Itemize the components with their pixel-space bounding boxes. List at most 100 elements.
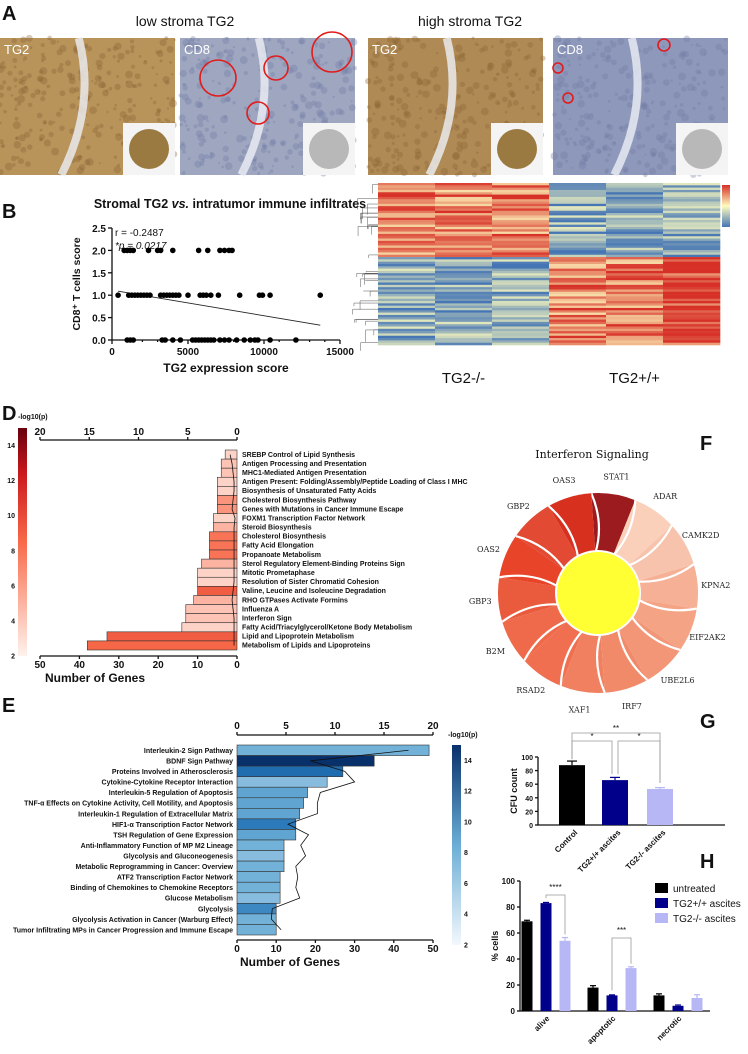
- cell-nucleus: [491, 94, 496, 99]
- cell-nucleus: [0, 84, 4, 91]
- cell-nucleus: [459, 81, 466, 87]
- bar: [672, 1005, 684, 1011]
- cell-nucleus: [540, 55, 546, 61]
- cell-nucleus: [587, 137, 592, 141]
- cell-nucleus: [16, 101, 22, 106]
- cell-nucleus: [427, 109, 432, 114]
- heatmap-cell: [435, 226, 493, 230]
- cell-nucleus: [164, 80, 170, 85]
- gene-label: XAF1: [569, 706, 591, 715]
- heatmap-cell: [378, 331, 436, 334]
- cell-nucleus: [506, 76, 509, 79]
- cell-nucleus: [317, 83, 324, 90]
- cell-nucleus: [421, 131, 428, 139]
- heatmap-cell: [663, 294, 721, 297]
- pathway-label: Cholesterol Biosynthesis Pathway: [242, 497, 356, 504]
- cell-nucleus: [419, 116, 423, 120]
- cell-nucleus: [584, 152, 591, 159]
- cell-nucleus: [68, 77, 76, 85]
- cell-nucleus: [198, 97, 202, 100]
- heatmap-cell: [435, 296, 493, 300]
- pathway-label: ATF2 Transcription Factor Network: [117, 875, 233, 882]
- cell-nucleus: [197, 58, 201, 62]
- cell-nucleus: [266, 120, 270, 125]
- cell-nucleus: [287, 149, 293, 155]
- cell-nucleus: [369, 58, 374, 64]
- heatmap-cell: [606, 268, 664, 272]
- cell-nucleus: [315, 45, 318, 48]
- heatmap-cell: [663, 282, 721, 286]
- heatmap-cell: [435, 324, 493, 327]
- heatmap-cell: [549, 310, 607, 313]
- cell-nucleus: [581, 154, 587, 160]
- heatmap-cell: [378, 247, 436, 251]
- heatmap-cell: [435, 282, 493, 286]
- cell-nucleus: [40, 96, 46, 102]
- cell-nucleus: [708, 69, 716, 77]
- cell-nucleus: [89, 106, 98, 115]
- data-point: [229, 247, 235, 254]
- heatmap-cell: [378, 277, 436, 281]
- x-axis-label: Number of Genes: [45, 671, 145, 685]
- heatmap-cell: [435, 238, 493, 242]
- pathway-bar: [213, 522, 238, 533]
- cell-nucleus: [311, 100, 317, 106]
- cell-nucleus: [695, 69, 701, 75]
- cell-nucleus: [99, 123, 104, 129]
- cell-nucleus: [197, 121, 204, 128]
- cell-nucleus: [578, 63, 582, 66]
- heatmap-cell: [435, 229, 493, 232]
- pathway-label: Glucose Metabolism: [165, 896, 233, 903]
- heatmap-cell: [549, 289, 607, 293]
- heatmap-cell: [663, 231, 721, 235]
- pathway-bar: [236, 744, 430, 756]
- data-point: [217, 247, 223, 254]
- pathway-label: Glycolysis: [198, 906, 233, 913]
- cell-nucleus: [471, 36, 475, 40]
- cell-nucleus: [536, 112, 541, 116]
- cell-nucleus: [663, 79, 670, 86]
- cell-nucleus: [295, 71, 303, 79]
- cell-nucleus: [57, 66, 64, 73]
- heatmap-cell: [663, 328, 721, 332]
- data-point: [130, 247, 137, 254]
- cell-nucleus: [703, 53, 706, 56]
- cell-nucleus: [589, 139, 595, 146]
- cell-nucleus: [164, 118, 168, 122]
- heatmap-cell: [492, 317, 550, 320]
- heatmap-cell: [663, 213, 721, 216]
- colorbar-tick: 8: [464, 850, 468, 857]
- cell-nucleus: [18, 70, 24, 76]
- heatmap-cell: [606, 303, 664, 306]
- cell-nucleus: [577, 99, 585, 108]
- cell-nucleus: [479, 47, 484, 53]
- data-point: [145, 247, 152, 254]
- cell-nucleus: [373, 80, 378, 85]
- cell-nucleus: [570, 166, 573, 169]
- cell-nucleus: [663, 113, 670, 121]
- heatmap-cell: [378, 338, 436, 341]
- gene-label: UBE2L6: [661, 676, 695, 685]
- cell-nucleus: [388, 95, 395, 101]
- cell-nucleus: [607, 100, 611, 103]
- pathway-label: Mitotic Prometaphase: [242, 570, 315, 577]
- cell-nucleus: [403, 110, 410, 117]
- heatmap-cell: [435, 220, 493, 223]
- cell-nucleus: [173, 38, 176, 42]
- cell-nucleus: [206, 119, 209, 122]
- cell-nucleus: [607, 153, 612, 157]
- cell-nucleus: [307, 58, 314, 65]
- pathway-label: Resolution of Sister Chromatid Cohesion: [242, 579, 379, 586]
- heatmap-cell: [492, 261, 550, 265]
- x-tick-label: 0: [234, 944, 240, 955]
- cell-nucleus: [238, 155, 245, 162]
- top-axis-label: 5: [283, 721, 289, 732]
- panel-label-a: A: [2, 3, 16, 25]
- cell-nucleus: [198, 153, 206, 161]
- cell-nucleus: [223, 69, 232, 78]
- cell-nucleus: [24, 85, 28, 90]
- heatmap-cell: [378, 328, 436, 332]
- cell-nucleus: [335, 61, 343, 69]
- cell-nucleus: [613, 141, 617, 144]
- cell-nucleus: [259, 165, 264, 170]
